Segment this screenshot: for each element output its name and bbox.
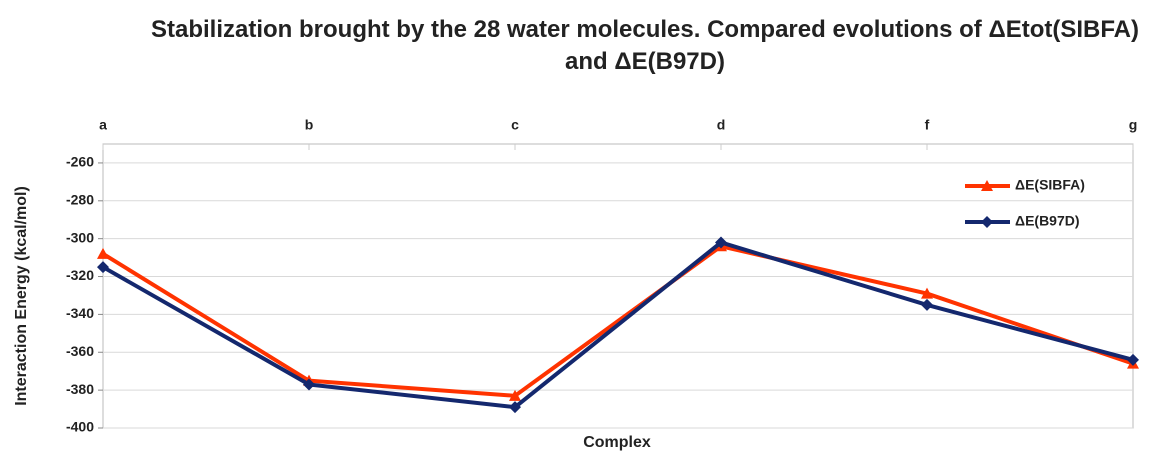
marker bbox=[981, 180, 993, 191]
x-tick-label: d bbox=[717, 117, 726, 133]
legend-label: ΔE(B97D) bbox=[1015, 213, 1080, 229]
x-tick-label: b bbox=[305, 117, 314, 133]
plot-area bbox=[102, 143, 1134, 429]
series-line bbox=[102, 240, 1134, 410]
x-tick-label: c bbox=[511, 117, 519, 133]
y-tick-label: -340 bbox=[66, 305, 94, 321]
x-tick-label: g bbox=[1129, 117, 1138, 133]
x-tick-label: f bbox=[925, 117, 930, 133]
marker bbox=[715, 236, 727, 249]
chart-title: Stabilization brought by the 28 water mo… bbox=[150, 16, 1140, 75]
x-axis-label: Complex bbox=[583, 434, 651, 451]
y-tick-label: -400 bbox=[66, 419, 94, 435]
series-line bbox=[101, 244, 1134, 398]
y-tick-label: -300 bbox=[66, 229, 94, 245]
marker bbox=[97, 261, 109, 274]
y-tick-label: -320 bbox=[66, 267, 94, 283]
marker bbox=[981, 216, 993, 228]
marker bbox=[921, 298, 933, 311]
marker bbox=[921, 287, 933, 299]
y-tick-label: -280 bbox=[66, 192, 94, 208]
marker bbox=[97, 247, 109, 259]
marker bbox=[1127, 353, 1139, 366]
marker bbox=[509, 389, 521, 401]
y-tick-label: -360 bbox=[66, 343, 94, 359]
y-tick-label: -380 bbox=[66, 381, 94, 397]
marker bbox=[303, 378, 315, 391]
x-tick-label: a bbox=[99, 117, 107, 133]
legend-label: ΔE(SIBFA) bbox=[1015, 177, 1085, 193]
marker bbox=[509, 401, 521, 414]
y-axis-label: Interaction Energy (kcal/mol) bbox=[13, 186, 30, 406]
y-tick-label: -260 bbox=[66, 154, 94, 170]
